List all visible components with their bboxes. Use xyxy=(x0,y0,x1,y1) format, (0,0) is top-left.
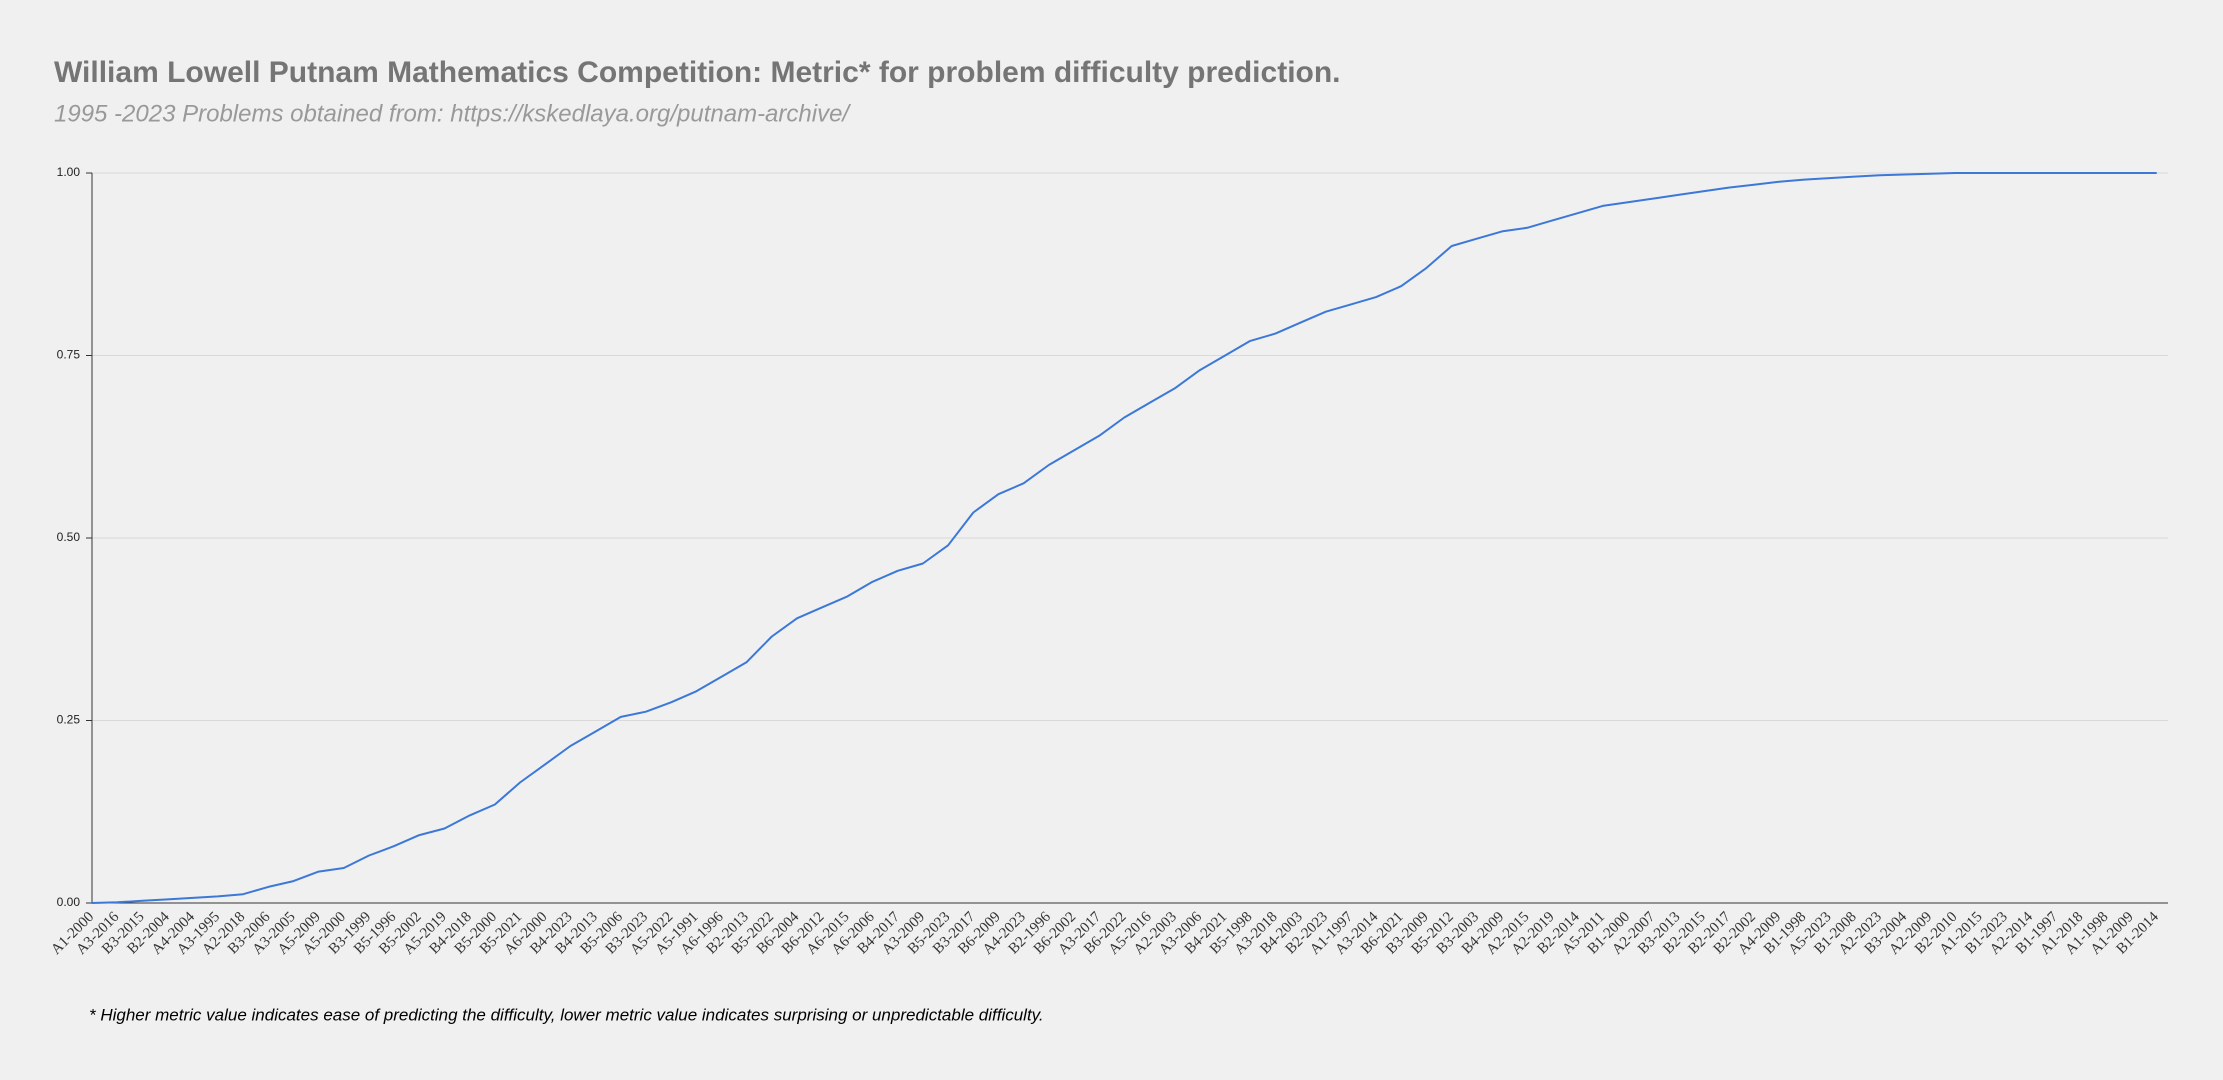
data-line xyxy=(91,172,2157,904)
chart-title: William Lowell Putnam Mathematics Compet… xyxy=(54,56,1341,89)
chart-subtitle: 1995 -2023 Problems obtained from: https… xyxy=(54,100,851,127)
y-tick-label: 0.50 xyxy=(57,530,81,544)
y-tick-label: 0.00 xyxy=(57,895,81,909)
y-tick-label: 0.75 xyxy=(57,348,81,362)
y-tick-label: 1.00 xyxy=(57,165,81,179)
footnote: * Higher metric value indicates ease of … xyxy=(89,1005,1044,1024)
y-tick-label: 0.25 xyxy=(57,713,81,727)
